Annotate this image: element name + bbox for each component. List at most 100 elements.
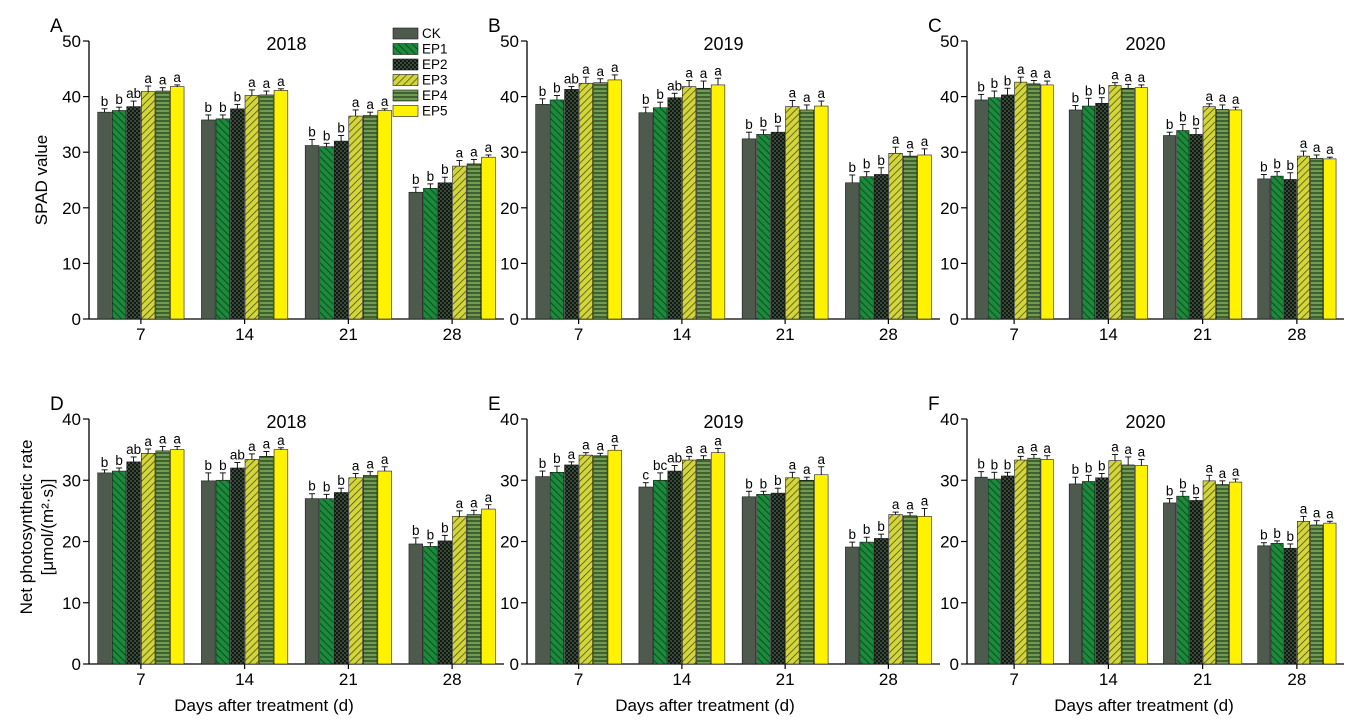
- panel-e-significance-letter: a: [597, 438, 605, 453]
- panel-c-title: 2020: [1125, 34, 1165, 54]
- panel-d-x-tick-label: 21: [339, 670, 358, 689]
- panel-b-significance-letter: a: [818, 86, 826, 101]
- panel-c-bar-ep4: [1215, 109, 1229, 320]
- panel-d-significance-letter: a: [248, 439, 256, 454]
- panel-a-y-tick-label: 0: [72, 310, 81, 329]
- panel-e-significance-letter: a: [568, 447, 576, 462]
- panel-d-y-tick-label: 40: [62, 410, 81, 429]
- panel-e-significance-letter: a: [789, 457, 797, 472]
- panel-d-significance-letter: a: [470, 495, 478, 510]
- panel-f-bar-ep3: [1108, 460, 1122, 665]
- panel-a-significance-letter: b: [115, 92, 123, 107]
- panel-e-significance-letter: b: [745, 476, 753, 491]
- panel-f-bar-ep3: [1202, 480, 1216, 665]
- panel-b-significance-letter: b: [553, 80, 561, 95]
- panel-e-bar-ck: [845, 546, 860, 665]
- panel-a-bar-ep2: [437, 182, 453, 320]
- legend-label-ep2: EP2: [422, 57, 448, 72]
- panel-d-significance-letter: a: [144, 434, 152, 449]
- panel-a-bar-ep1: [423, 188, 438, 320]
- panel-c-significance-letter: a: [1205, 89, 1213, 104]
- panel-f-significance-letter: b: [1192, 482, 1200, 497]
- panel-f-bar-ep2: [1283, 547, 1297, 665]
- panel-c-significance-letter: a: [1219, 90, 1227, 105]
- panel-d-y-tick-label: 0: [72, 655, 81, 674]
- panel-e-significance-letter: b: [760, 476, 768, 491]
- panel-e-y-tick-label: 10: [500, 594, 519, 613]
- y-axis-title-bottom-line2: [μmol/(m²·s)]: [38, 479, 57, 576]
- panel-f-x-tick-label: 21: [1193, 670, 1212, 689]
- panel-e-bar-ep5: [607, 449, 622, 665]
- panel-d-bar-ck: [304, 498, 320, 665]
- panel-a-significance-letter: b: [308, 124, 316, 139]
- panel-e-bar-ep3: [681, 459, 697, 665]
- panel-f-bar-ep3: [1296, 520, 1310, 665]
- panel-a-bar-ep4: [259, 94, 274, 320]
- panel-a-bar-ep3: [452, 165, 467, 320]
- panel-f-bar-ck: [974, 476, 988, 665]
- panel-a-bar-ep4: [155, 90, 170, 320]
- panel-b-y-tick-label: 50: [500, 32, 519, 51]
- panel-f-y-tick-label: 40: [940, 410, 959, 429]
- panel-d-significance-letter: a: [173, 432, 181, 447]
- panel-b-letter: B: [488, 16, 501, 37]
- panel-c-bar-ep5: [1323, 158, 1337, 320]
- panel-c-significance-letter: b: [1085, 83, 1093, 98]
- panel-c-significance-letter: b: [1072, 90, 1080, 105]
- panel-a-bar-ep4: [362, 115, 378, 320]
- panel-c-bar-ep3: [1014, 81, 1028, 320]
- panel-f-significance-letter: b: [1260, 528, 1268, 543]
- panel-c-bar-ep1: [1176, 130, 1190, 320]
- panel-e-y-tick-label: 40: [500, 410, 519, 429]
- panel-c-x-tick-label: 21: [1193, 325, 1212, 344]
- panel-e-x-tick-label: 14: [672, 670, 691, 689]
- panel-f-x-tick-label: 28: [1287, 670, 1306, 689]
- panel-c-significance-letter: a: [1124, 69, 1132, 84]
- panel-a-bar-ep5: [170, 86, 185, 320]
- panel-d-bar-ep2: [333, 492, 349, 665]
- panel-c-y-tick-label: 50: [940, 32, 959, 51]
- panel-e-x-tick-label: 28: [879, 670, 898, 689]
- panel-e-significance-letter: ab: [667, 451, 682, 466]
- panel-b-significance-letter: a: [685, 65, 693, 80]
- panel-e-significance-letter: a: [818, 452, 826, 467]
- panel-f-significance-letter: a: [1313, 506, 1321, 521]
- panel-d-bar-ep4: [466, 514, 482, 665]
- panel-d-significance-letter: b: [323, 479, 331, 494]
- panel-b-significance-letter: a: [714, 63, 722, 78]
- legend-swatch-ep1: [392, 43, 419, 55]
- panel-b-significance-letter: a: [906, 137, 914, 152]
- legend-swatch-ck: [392, 27, 419, 40]
- panel-f-bar-ep5: [1323, 522, 1337, 665]
- panel-d-bar-ep3: [244, 459, 260, 665]
- panel-c-significance-letter: a: [1232, 92, 1240, 107]
- panel-c-bar-ep2: [1283, 179, 1297, 320]
- panel-e-significance-letter: b: [877, 519, 885, 534]
- panel-f-letter: F: [928, 394, 940, 415]
- panel-d-bar-ep5: [377, 470, 392, 665]
- panel-e-significance-letter: b: [863, 522, 871, 537]
- panel-d-bar-ep4: [362, 475, 378, 665]
- panel-a-significance-letter: a: [173, 70, 181, 85]
- panel-b-bar-ep1: [549, 99, 565, 320]
- panel-d-y-tick-label: 10: [62, 594, 81, 613]
- panel-c-y-tick-label: 10: [940, 254, 959, 273]
- panel-f-bar-ep2: [1001, 475, 1015, 665]
- panel-c-significance-letter: b: [1166, 117, 1174, 132]
- panel-b-bar-ep2: [564, 89, 579, 320]
- panel-e-x-tick-label: 21: [776, 670, 795, 689]
- panel-c-bar-ck: [974, 99, 988, 320]
- panel-a-bar-ep2: [126, 106, 141, 320]
- panel-b-significance-letter: ab: [564, 72, 579, 87]
- x-axis-title-e: Days after treatment (d): [615, 696, 795, 715]
- panel-f-significance-letter: b: [1166, 484, 1174, 499]
- panel-e-bar-ck: [741, 496, 757, 665]
- panel-b-significance-letter: b: [760, 115, 768, 130]
- panel-e-bar-ep4: [593, 455, 608, 665]
- panel-e-bar-ep2: [770, 492, 786, 665]
- panel-f-bar-ep2: [1189, 500, 1203, 665]
- panel-b-significance-letter: a: [611, 60, 619, 75]
